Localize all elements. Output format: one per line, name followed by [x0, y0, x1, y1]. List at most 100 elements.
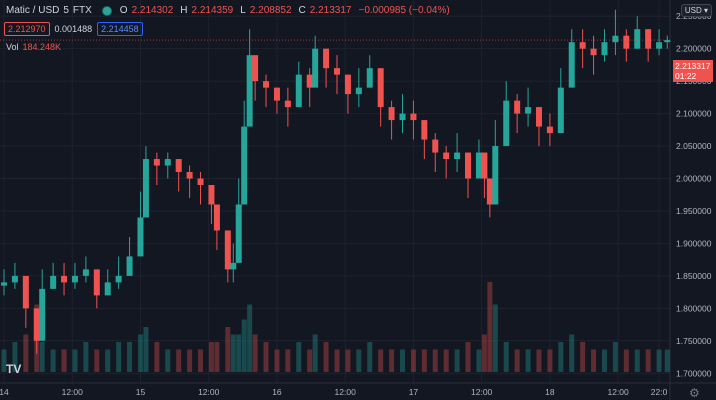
- spread-value: 0.001488: [54, 24, 93, 34]
- candle-body: [208, 185, 215, 205]
- volume-bar: [83, 342, 89, 372]
- volume-bar: [334, 349, 340, 372]
- candle-body: [115, 275, 122, 283]
- candle-body: [465, 152, 472, 179]
- volume-bar: [94, 349, 100, 372]
- y-tick-label: 1.700000: [676, 368, 712, 378]
- interval-label[interactable]: 5: [63, 5, 69, 16]
- candle-body: [295, 74, 302, 108]
- volume-bar: [367, 342, 373, 372]
- candle-body: [93, 269, 100, 296]
- candle-body: [230, 262, 237, 270]
- y-tick-label: 2.000000: [676, 174, 712, 184]
- low-key: L: [240, 5, 246, 16]
- candle-body: [71, 275, 78, 283]
- volume-bar: [165, 349, 171, 372]
- candle-body: [213, 204, 220, 231]
- candle-body: [126, 256, 133, 276]
- volume-bar: [536, 349, 542, 372]
- candle-body: [579, 42, 586, 49]
- volume-bar: [23, 334, 29, 372]
- volume-bar: [312, 334, 318, 372]
- volume-bar: [443, 349, 449, 372]
- candle-body: [377, 68, 384, 108]
- candle-body: [224, 230, 231, 270]
- candle-body: [142, 159, 149, 218]
- volume-bar: [378, 349, 384, 372]
- candle-body: [503, 100, 510, 147]
- x-tick-label: 12:00: [607, 387, 629, 397]
- volume-bar: [187, 349, 193, 372]
- y-tick-label: 2.050000: [676, 141, 712, 151]
- candle-body: [514, 100, 521, 114]
- volume-bar: [476, 349, 482, 372]
- x-tick-label: 12:00: [62, 387, 84, 397]
- candle-body: [153, 159, 160, 166]
- candle-body: [623, 35, 630, 49]
- candle-body: [33, 308, 40, 341]
- candle-body: [656, 42, 663, 49]
- volume-bar: [591, 349, 597, 372]
- candle-body: [39, 288, 46, 341]
- y-tick-label: 2.200000: [676, 44, 712, 54]
- candle-body: [645, 29, 652, 49]
- gear-icon[interactable]: ⚙: [689, 386, 700, 400]
- volume-bar: [514, 349, 520, 372]
- volume-bar: [50, 349, 56, 372]
- buy-button[interactable]: 2.214458: [97, 22, 143, 36]
- candle-body: [334, 68, 340, 75]
- symbol-name[interactable]: Matic / USD: [6, 5, 60, 16]
- volume-bar: [143, 327, 149, 372]
- x-tick-label: 12:00: [198, 387, 220, 397]
- volume-bar: [356, 349, 362, 372]
- volume-bar: [558, 342, 564, 372]
- candle-body: [61, 275, 68, 283]
- volume-bar: [12, 342, 18, 372]
- candle-body: [546, 126, 553, 134]
- candle-body: [492, 146, 499, 205]
- candle-body: [22, 275, 29, 309]
- sell-button[interactable]: 2.212970: [4, 22, 50, 36]
- candle-body: [590, 48, 597, 56]
- candle-body: [246, 55, 253, 127]
- candle-body: [175, 159, 182, 173]
- candle-body: [432, 139, 439, 153]
- volume-bar: [481, 334, 487, 372]
- candle-body: [388, 107, 395, 121]
- candle-body: [263, 81, 270, 88]
- volume-bar: [247, 304, 253, 372]
- volume-bar: [61, 349, 67, 372]
- volume-bar: [241, 319, 247, 372]
- y-tick-label: 1.850000: [676, 271, 712, 281]
- candle-body: [486, 178, 493, 205]
- currency-label: USD: [684, 6, 702, 15]
- open-key: O: [119, 5, 128, 16]
- low-value: 2.208852: [249, 5, 292, 16]
- volume-bar: [432, 349, 438, 372]
- volume-bar: [39, 342, 45, 372]
- volume-bar: [421, 349, 427, 372]
- volume-bar: [492, 304, 498, 372]
- volume-bar: [389, 349, 395, 372]
- volume-bar: [105, 349, 111, 372]
- candle-body: [421, 120, 428, 140]
- candle-body: [323, 48, 330, 69]
- trade-buttons: 2.212970 0.001488 2.214458: [4, 22, 143, 36]
- open-value: 2.214302: [131, 5, 174, 16]
- volume-bar: [236, 334, 242, 372]
- candle-body: [164, 159, 171, 166]
- y-tick-label: 1.750000: [676, 336, 712, 346]
- x-tick-label: 18: [545, 387, 555, 397]
- currency-button[interactable]: USD ▾: [680, 4, 712, 17]
- volume-bar: [285, 349, 291, 372]
- tradingview-logo-icon: TV: [6, 362, 22, 376]
- x-tick-label: 14: [0, 387, 9, 397]
- volume-bar: [252, 334, 258, 372]
- volume-bar: [137, 334, 143, 372]
- volume-bar: [263, 342, 269, 372]
- candle-body: [664, 40, 671, 43]
- volume-bar: [569, 334, 575, 372]
- volume-value: 184.248K: [22, 42, 62, 52]
